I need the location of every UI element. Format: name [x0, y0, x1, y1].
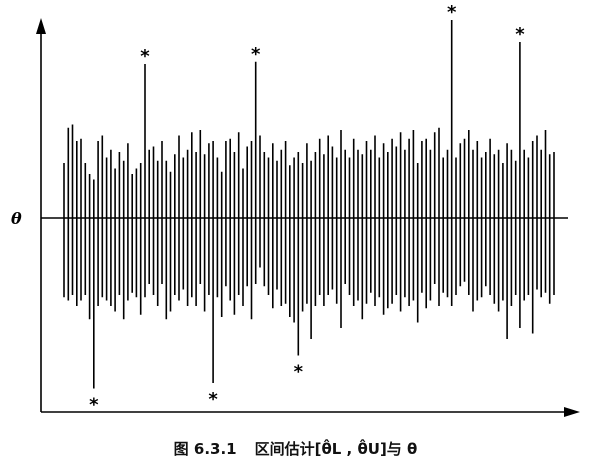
theta-axis-label: θ [11, 209, 22, 228]
interval-lines [64, 20, 554, 389]
x-axis-arrow [564, 407, 580, 417]
miss-asterisk: * [208, 389, 218, 410]
miss-asterisk: * [447, 2, 457, 23]
miss-asterisk: * [294, 362, 304, 383]
caption-text: 区间估计[θ̂L , θ̂U]与 θ [255, 440, 418, 458]
y-axis-arrow [36, 18, 46, 34]
miss-asterisk: * [140, 46, 150, 67]
miss-asterisk: * [515, 24, 525, 45]
figure-caption: 图 6.3.1 区间估计[θ̂L , θ̂U]与 θ [0, 438, 591, 459]
figure-number: 图 6.3.1 [174, 440, 237, 458]
miss-asterisk: * [251, 44, 261, 65]
